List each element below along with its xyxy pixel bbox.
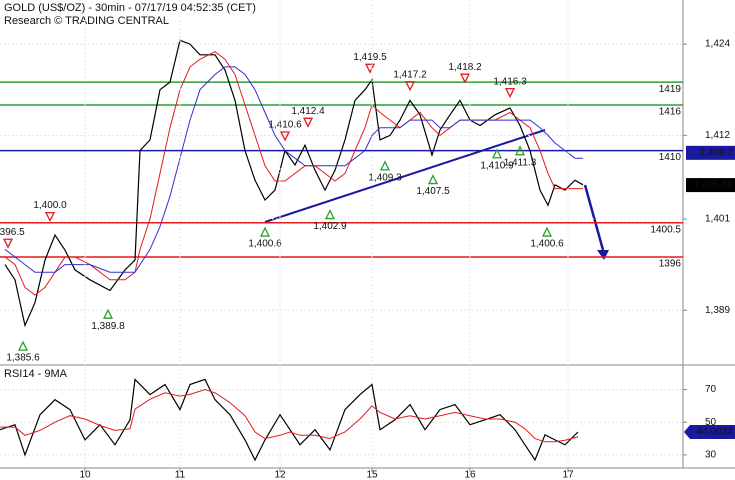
price-tag-label: 1,405.46 — [694, 180, 733, 191]
series-line — [4, 66, 583, 273]
annotation-label: 1,396.5 — [0, 227, 25, 238]
annotation-label: 1,410.9 — [480, 160, 514, 171]
y-tick-label: 1,412 — [705, 130, 730, 141]
y-tick-label: 50 — [705, 417, 717, 428]
series-line — [0, 388, 579, 443]
chart-subtitle: Research © TRADING CENTRAL — [4, 15, 169, 27]
value-tag — [684, 425, 735, 440]
resistance-marker — [44, 211, 56, 223]
resistance-marker — [504, 88, 516, 99]
y-tick-label: 1,401 — [705, 214, 730, 225]
x-tick-label: 11 — [175, 470, 186, 480]
y-tick-label: 30 — [705, 450, 717, 461]
resistance-marker — [2, 238, 14, 249]
panel-title: RSI14 - 9MA — [4, 368, 68, 380]
x-tick-label: 16 — [464, 470, 476, 480]
y-tick-label: 1,424 — [705, 39, 730, 50]
support-marker — [17, 340, 29, 351]
support-marker — [514, 145, 526, 156]
annotation-label: 1,385.6 — [6, 353, 40, 364]
level-label: 1419 — [659, 84, 682, 95]
support-marker — [379, 160, 391, 171]
resistance-marker — [404, 81, 416, 92]
support-marker — [541, 226, 553, 237]
annotation-label: 1,419.5 — [353, 52, 387, 63]
annotation-label: 1,402.9 — [313, 221, 347, 232]
resistance-marker — [302, 117, 314, 128]
annotation-label: 1,400.6 — [248, 239, 282, 250]
level-label: 1396 — [659, 259, 682, 270]
annotation-label: 1,418.2 — [448, 62, 482, 73]
level-label: 1410 — [659, 152, 682, 163]
x-tick-label: 15 — [366, 470, 378, 480]
annotation-label: 1,417.2 — [393, 69, 427, 80]
price-tag-label: 1,409.7 — [700, 147, 734, 158]
level-label: 1400.5 — [650, 224, 681, 235]
annotation-label: 1,409.3 — [368, 173, 402, 184]
chart-title: GOLD (US$/OZ) - 30min - 07/17/19 04:52:3… — [4, 2, 256, 14]
support-marker — [259, 226, 271, 237]
price-tag — [686, 145, 735, 160]
level-label: 1416 — [659, 107, 682, 118]
support-marker — [491, 148, 503, 159]
annotation-label: 1,416.3 — [493, 76, 527, 87]
forecast-arrow — [583, 184, 605, 251]
support-marker — [427, 174, 439, 185]
resistance-marker — [279, 131, 291, 142]
series-line — [4, 39, 584, 328]
y-tick-label: 70 — [705, 384, 717, 395]
annotation-label: 1,389.8 — [91, 321, 125, 332]
price-tag — [686, 178, 735, 193]
series-line — [0, 378, 579, 462]
annotation-label: 1,412.4 — [291, 106, 325, 117]
x-tick-label: 10 — [79, 470, 91, 480]
annotation-label: 1,411.3 — [504, 157, 537, 168]
x-tick-label: 12 — [274, 470, 286, 480]
annotation-label: 1,407.5 — [416, 186, 450, 197]
trendline — [264, 129, 546, 223]
arrow-head — [597, 250, 609, 260]
y-tick-label: 1,389 — [705, 305, 730, 316]
support-marker — [324, 209, 336, 220]
annotation-label: 1,400.6 — [530, 239, 564, 250]
resistance-marker — [459, 73, 471, 84]
x-tick-label: 17 — [562, 470, 574, 480]
annotation-label: 1,410.6 — [268, 120, 302, 131]
annotation-label: 1,400.0 — [33, 200, 67, 211]
value-tag-label: 44.0024 — [697, 427, 734, 438]
support-marker — [102, 308, 114, 319]
